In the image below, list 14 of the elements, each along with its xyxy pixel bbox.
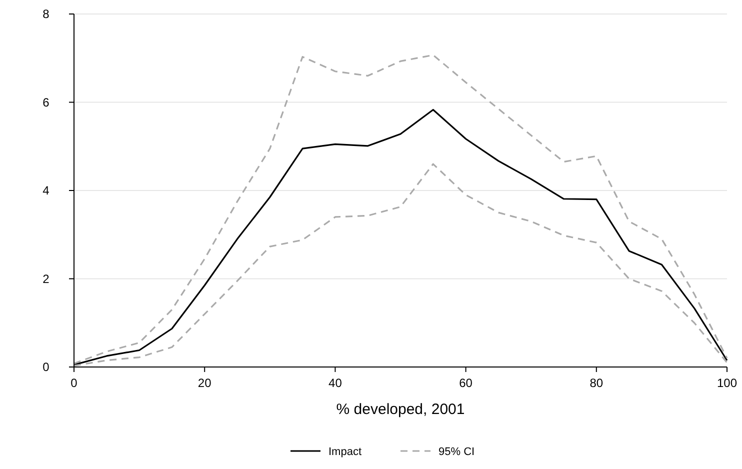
legend-label: Impact	[328, 446, 362, 458]
x-tick-label: 100	[716, 376, 738, 390]
x-tick-label: 0	[70, 376, 78, 390]
y-tick-label: 6	[42, 95, 50, 110]
x-axis-title: % developed, 2001	[336, 401, 465, 418]
x-tick-label: 60	[459, 376, 473, 390]
y-tick-label: 0	[42, 360, 50, 374]
y-tick-label: 4	[42, 184, 50, 198]
x-tick-label: 80	[590, 376, 604, 390]
y-tick-label: 2	[42, 272, 50, 286]
legend-label: 95% CI	[438, 446, 475, 458]
y-tick-label: 8	[42, 7, 50, 21]
x-tick-label: 20	[198, 376, 212, 390]
x-tick-label: 40	[328, 376, 342, 390]
